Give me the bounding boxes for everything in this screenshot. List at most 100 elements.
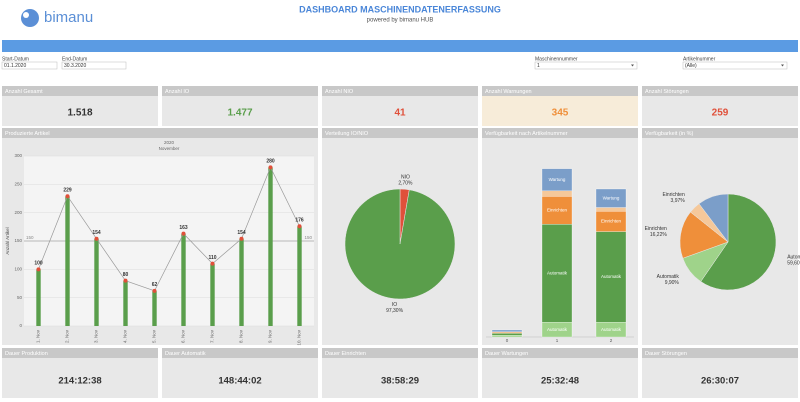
- data-label: 229: [63, 188, 72, 194]
- point-marker: [239, 236, 244, 241]
- x-tick-label: 0: [506, 338, 509, 343]
- x-tick-label: 9. Nov: [268, 329, 273, 343]
- card-value: 25:32:48: [541, 376, 579, 387]
- stacked-segment: [491, 329, 523, 332]
- panel-header: [322, 128, 478, 138]
- data-label: 62: [152, 282, 158, 288]
- card-header: [322, 348, 478, 358]
- filter-input[interactable]: [534, 61, 638, 70]
- point-marker: [181, 231, 186, 236]
- point-marker: [297, 224, 302, 229]
- data-label: 163: [179, 225, 188, 231]
- bar: [94, 238, 99, 326]
- chart-year: 2020: [164, 140, 175, 145]
- bar: [268, 167, 273, 326]
- bar: [65, 196, 70, 326]
- card-label: Anzahl Gesamt: [5, 89, 43, 95]
- card-label: Dauer Wartungen: [485, 351, 528, 357]
- pie-slice: [698, 193, 729, 243]
- stacked-segment: [595, 188, 627, 208]
- logo-icon: [21, 9, 39, 27]
- data-label: 154: [237, 230, 246, 236]
- segment-label: Wartung: [603, 195, 620, 200]
- reference-label: 150: [304, 235, 312, 240]
- slice-value-label: 16,22%: [650, 232, 668, 238]
- logo-icon-dot: [23, 12, 29, 18]
- filter-input[interactable]: [682, 61, 788, 70]
- card-label: Anzahl IO: [165, 89, 190, 95]
- card-value: 38:58:29: [381, 376, 419, 387]
- filter-label: Start-Datum: [2, 56, 29, 62]
- slice-value-label: 3,97%: [671, 198, 686, 204]
- bar: [210, 263, 215, 326]
- y-tick-label: 150: [14, 238, 22, 243]
- point-marker: [94, 236, 99, 241]
- bar: [297, 226, 302, 326]
- logo-text: bimanu: [44, 9, 93, 26]
- filter-value: 30.3.2020: [64, 63, 86, 69]
- filter-value: (Alle): [685, 63, 697, 69]
- point-marker: [65, 194, 70, 199]
- filter-input[interactable]: [61, 61, 127, 70]
- filter-label: Maschinennummer: [535, 56, 578, 62]
- panel-title: Verteilung IO/NIO: [325, 131, 369, 137]
- point-marker: [210, 261, 215, 266]
- card-label: Anzahl NIO: [325, 89, 354, 95]
- stacked-segment: [595, 231, 627, 323]
- segment-label: Automatik: [547, 270, 568, 275]
- y-axis-title: Anzahl Artikel: [5, 227, 10, 254]
- data-label: 80: [123, 272, 129, 278]
- slice-value-label: 97,30%: [386, 308, 404, 314]
- data-label: 280: [266, 159, 275, 165]
- card-value: 41: [394, 108, 406, 119]
- x-tick-label: 1: [556, 338, 559, 343]
- card-label: Anzahl Störungen: [645, 89, 689, 95]
- chart-month: November: [159, 146, 180, 151]
- bar: [181, 233, 186, 326]
- stacked-segment: [541, 190, 573, 197]
- slice-label: IO: [392, 302, 397, 308]
- card-value: 1.477: [227, 108, 252, 119]
- bar: [123, 280, 128, 326]
- filter-value: 1: [537, 63, 540, 69]
- card-header: [482, 86, 638, 96]
- card-header: [162, 348, 318, 358]
- panel-title: Verfügbarkeit nach Artikelnummer: [485, 131, 568, 137]
- card-header: [322, 86, 478, 96]
- point-marker: [152, 288, 157, 293]
- panel-header: [642, 128, 798, 138]
- panel-title: Produzierte Artikel: [5, 131, 50, 137]
- x-tick-label: 2: [610, 338, 613, 343]
- segment-label: Einrichten: [601, 219, 622, 224]
- card-header: [482, 348, 638, 358]
- filter-label: Artikelnummer: [683, 56, 716, 62]
- card-label: Dauer Automatik: [165, 351, 206, 357]
- segment-label: Automatik: [547, 327, 568, 332]
- card-label: Dauer Produktion: [5, 351, 48, 357]
- bar: [152, 290, 157, 326]
- filter-input[interactable]: [1, 61, 58, 70]
- slice-label: Automatik: [657, 274, 680, 280]
- slice-value-label: 59,60%: [787, 261, 800, 267]
- point-marker: [123, 278, 128, 283]
- card-value: 1.518: [67, 108, 92, 119]
- x-tick-label: 7. Nov: [210, 329, 215, 343]
- bar: [36, 269, 41, 326]
- card-value: 345: [552, 108, 569, 119]
- slice-label: Einrichten: [662, 192, 684, 198]
- y-tick-label: 100: [14, 267, 22, 272]
- blue-banner: [2, 40, 798, 52]
- dropdown-arrow: [631, 64, 634, 67]
- reference-label: 150: [26, 235, 34, 240]
- x-tick-label: 1. Nov: [36, 329, 41, 343]
- filter-value: 01.1.2020: [4, 63, 26, 69]
- card-header: [642, 348, 798, 358]
- x-tick-label: 10. Nov: [297, 329, 302, 345]
- stacked-segment: [491, 333, 523, 336]
- pie-slice: [700, 193, 777, 291]
- panel-header: [2, 128, 318, 138]
- stacked-segment: [595, 207, 627, 212]
- point-marker: [268, 165, 273, 170]
